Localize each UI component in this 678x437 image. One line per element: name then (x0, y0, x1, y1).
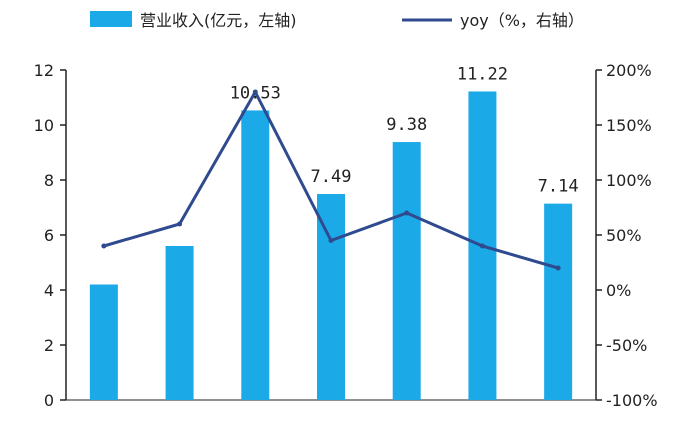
left-tick-label: 12 (34, 61, 54, 80)
revenue-bar (392, 142, 421, 401)
axes: 0 2 4 6 8 10 12 -100% -50% 0% 50% 100% 150% 200% (34, 61, 658, 410)
right-tick-label: 100% (606, 171, 652, 190)
yoy-point (252, 89, 258, 95)
left-tick-label: 8 (44, 171, 54, 190)
revenue-bar (317, 194, 345, 400)
bars (89, 91, 573, 401)
bar-data-label: 9.38 (386, 115, 427, 135)
yoy-point (101, 243, 107, 249)
legend-swatch-revenue (90, 11, 132, 27)
right-tick-label: 50% (606, 226, 642, 245)
yoy-point (328, 238, 334, 243)
yoy-line (101, 89, 561, 271)
revenue-bar (544, 203, 573, 400)
revenue-bar (165, 246, 194, 400)
left-tick-label: 0 (44, 391, 54, 410)
right-tick-label: -50% (606, 336, 647, 355)
yoy-point (555, 265, 561, 271)
revenue-bar (241, 110, 270, 401)
right-tick-label: 150% (606, 116, 652, 135)
bar-data-label: 11.22 (457, 64, 508, 84)
revenue-bar (89, 284, 118, 400)
yoy-point (404, 210, 410, 216)
left-tick-label: 10 (34, 116, 54, 135)
right-tick-label: 200% (606, 61, 652, 80)
bar-data-label: 7.49 (311, 167, 352, 187)
bar-data-label: 10.53 (230, 83, 281, 103)
yoy-point (177, 221, 183, 227)
data-labels: 10.53 7.49 9.38 11.22 7.14 (230, 64, 579, 196)
legend-label-yoy: yoy（%，右轴） (460, 11, 584, 30)
left-tick-label: 6 (44, 226, 54, 245)
right-tick-label: -100% (606, 391, 658, 410)
legend: 营业收入(亿元，左轴) yoy（%，右轴） (90, 11, 584, 30)
left-tick-label: 4 (44, 281, 54, 300)
yoy-point (479, 243, 485, 249)
bar-data-label: 7.14 (538, 177, 579, 197)
right-tick-label: 0% (606, 281, 631, 300)
left-tick-label: 2 (44, 336, 54, 355)
legend-label-revenue: 营业收入(亿元，左轴) (140, 11, 297, 30)
